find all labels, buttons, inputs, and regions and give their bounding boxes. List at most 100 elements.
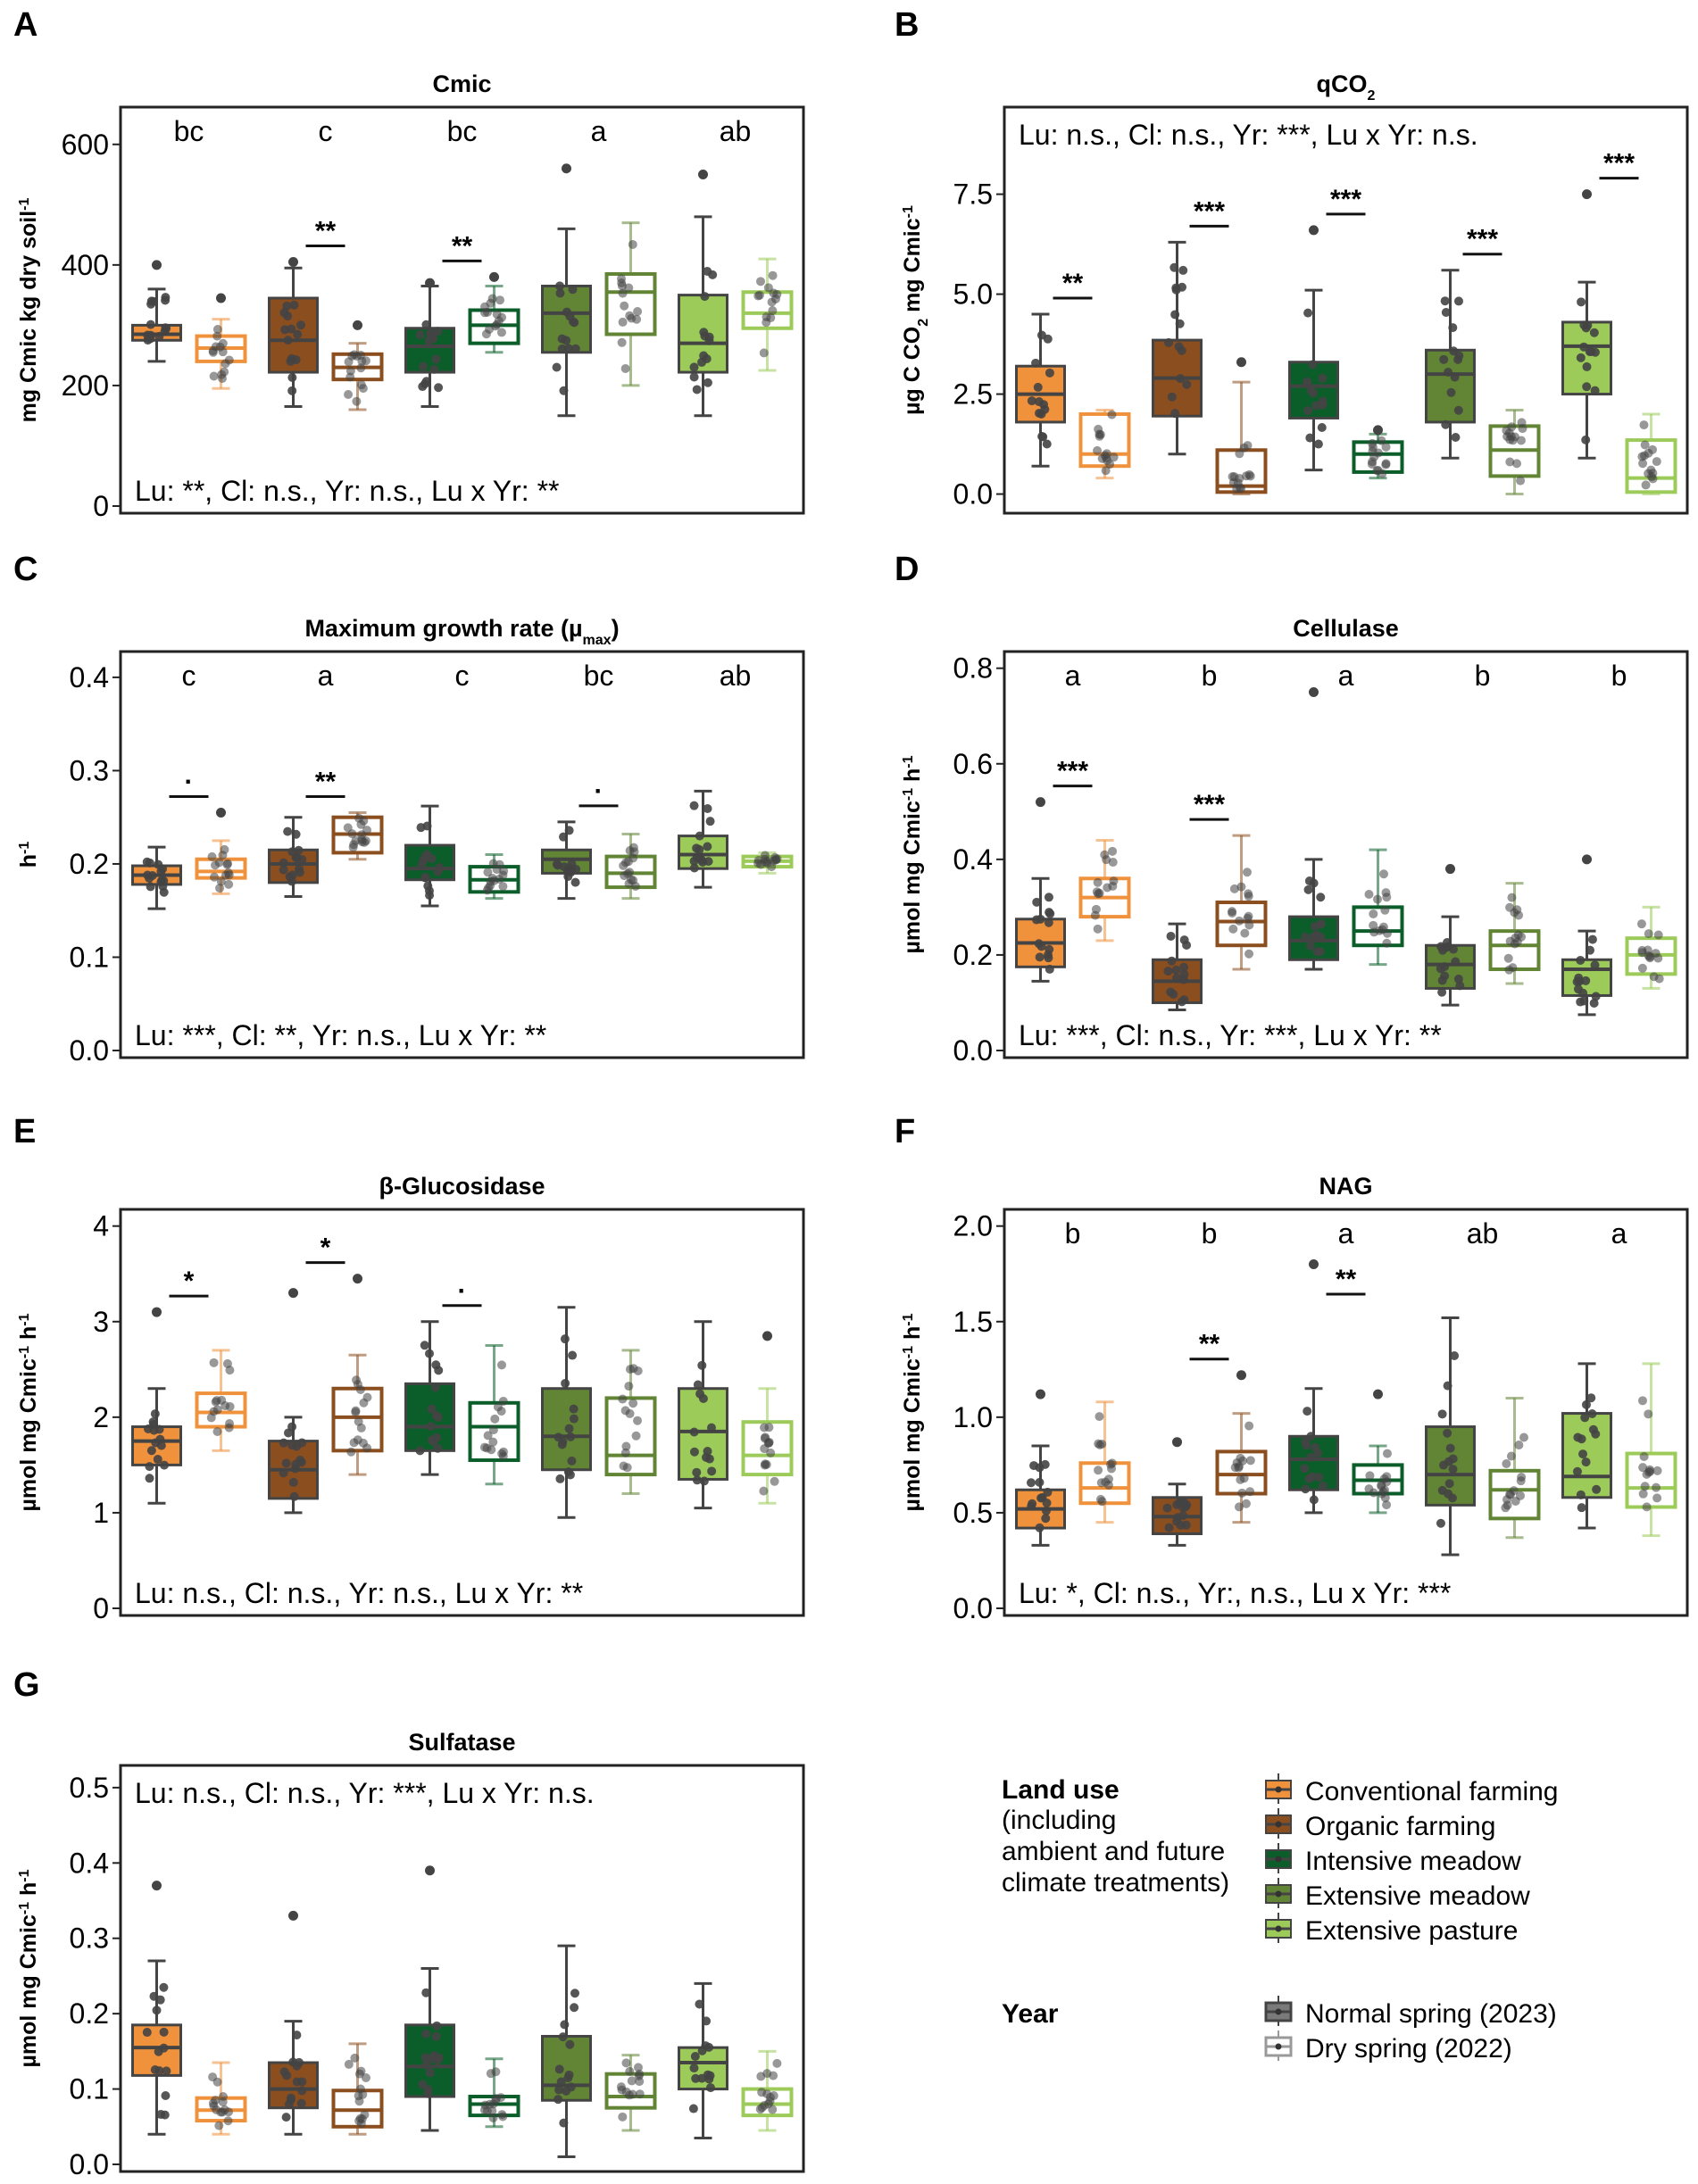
ylabel-tail: h	[900, 768, 925, 788]
data-point	[1303, 308, 1313, 318]
y-tick-label: 0.4	[70, 661, 109, 693]
data-point	[1444, 368, 1453, 378]
data-point	[297, 2086, 307, 2096]
data-point	[1234, 1502, 1244, 1512]
data-point	[618, 288, 628, 298]
legend-land-use-label: Conventional farming	[1305, 1777, 1559, 1806]
box-normal-group-1	[131, 1881, 182, 2136]
box-dry-group-3	[468, 1344, 520, 1486]
significance-stars: ***	[1603, 149, 1635, 179]
data-point	[1369, 909, 1378, 918]
data-point	[289, 1491, 299, 1501]
significance-stars: **	[1062, 269, 1084, 298]
data-point	[1592, 1484, 1602, 1494]
data-point	[1581, 1457, 1591, 1467]
data-point	[1378, 925, 1387, 934]
data-point	[1505, 1490, 1515, 1499]
data-point	[1032, 897, 1042, 907]
data-point	[1578, 1449, 1588, 1459]
data-point	[142, 857, 152, 867]
data-point	[1644, 469, 1653, 478]
data-point	[1181, 1520, 1191, 1530]
data-point	[620, 363, 630, 373]
data-point	[1444, 1489, 1453, 1499]
data-point	[1507, 893, 1517, 902]
data-point	[1228, 924, 1238, 934]
significance-stars: ·	[185, 767, 194, 796]
y-tick-label: 3	[93, 1306, 109, 1338]
data-point	[287, 372, 297, 382]
significance-stars: ·	[458, 1276, 467, 1306]
significance-letter: ab	[720, 115, 752, 147]
data-point	[1244, 469, 1254, 479]
significance-stars: ***	[1467, 225, 1498, 254]
data-point	[570, 1989, 579, 1998]
data-point	[291, 355, 301, 365]
outlier-point	[353, 320, 362, 330]
box-normal-group-4	[541, 820, 592, 901]
box-dry-group-4	[604, 833, 657, 901]
significance-stars: **	[315, 216, 337, 245]
data-point	[560, 862, 569, 872]
data-point	[1178, 1510, 1188, 1520]
data-point	[1240, 928, 1250, 938]
data-point	[483, 868, 493, 877]
data-point	[1178, 265, 1188, 275]
anova-stats: Lu: n.s., Cl: n.s., Yr: ***, Lu x Yr: n.…	[135, 1777, 595, 1809]
data-point	[223, 859, 233, 868]
y-tick-label: 0	[93, 1592, 109, 1624]
data-point	[283, 826, 293, 836]
outlier-point	[1309, 225, 1319, 236]
ylabel-main: µmol mg Cmic	[16, 1358, 41, 1511]
data-point	[1040, 404, 1050, 414]
data-point	[1043, 1487, 1053, 1497]
data-point	[1576, 1490, 1586, 1499]
outlier-point	[1036, 1389, 1045, 1399]
y-tick-label: 600	[62, 129, 109, 161]
data-point	[559, 386, 569, 395]
data-point	[296, 320, 306, 330]
data-point	[564, 826, 574, 835]
data-point	[1512, 905, 1522, 915]
data-point	[1170, 310, 1180, 320]
data-point	[487, 874, 497, 884]
data-point	[1235, 916, 1244, 926]
data-point	[494, 316, 504, 326]
data-point	[704, 1454, 714, 1464]
data-point	[616, 2082, 626, 2092]
data-point	[690, 2052, 700, 2062]
data-point	[355, 2084, 365, 2094]
data-point	[433, 327, 443, 336]
data-point	[1036, 914, 1045, 924]
data-point	[697, 1360, 707, 1370]
data-point	[1381, 460, 1391, 469]
y-tick-label: 0	[93, 490, 109, 522]
data-point	[208, 2072, 218, 2082]
data-point	[703, 803, 712, 813]
data-point	[628, 1364, 638, 1374]
box-normal-group-1	[131, 845, 182, 910]
significance-letter: a	[591, 115, 607, 147]
data-point	[432, 2021, 442, 2030]
ylabel-main: µmol mg Cmic	[900, 1358, 925, 1511]
data-point	[1378, 869, 1388, 879]
data-point	[1167, 956, 1177, 966]
y-tick-label: 1.5	[953, 1306, 993, 1338]
ylabel-sup2: -1	[901, 755, 916, 768]
ylabel-main: µg C CO	[900, 327, 925, 415]
y-axis-label: mg Cmic kg dry soil-1	[16, 198, 41, 423]
y-tick-label: 0.2	[953, 939, 993, 971]
data-point	[555, 281, 565, 291]
data-point	[431, 354, 441, 364]
data-point	[496, 1407, 506, 1416]
box-dry-group-4	[1488, 1396, 1541, 1540]
data-point	[223, 868, 233, 877]
significance-stars: ***	[1194, 790, 1225, 819]
significance-letter: b	[1202, 660, 1218, 692]
data-point	[1443, 1381, 1452, 1391]
data-point	[1453, 405, 1463, 415]
box-dry-group-3	[1352, 425, 1404, 480]
data-point	[421, 1988, 431, 1997]
title-main: NAG	[1319, 1173, 1373, 1200]
data-point	[1587, 934, 1597, 944]
